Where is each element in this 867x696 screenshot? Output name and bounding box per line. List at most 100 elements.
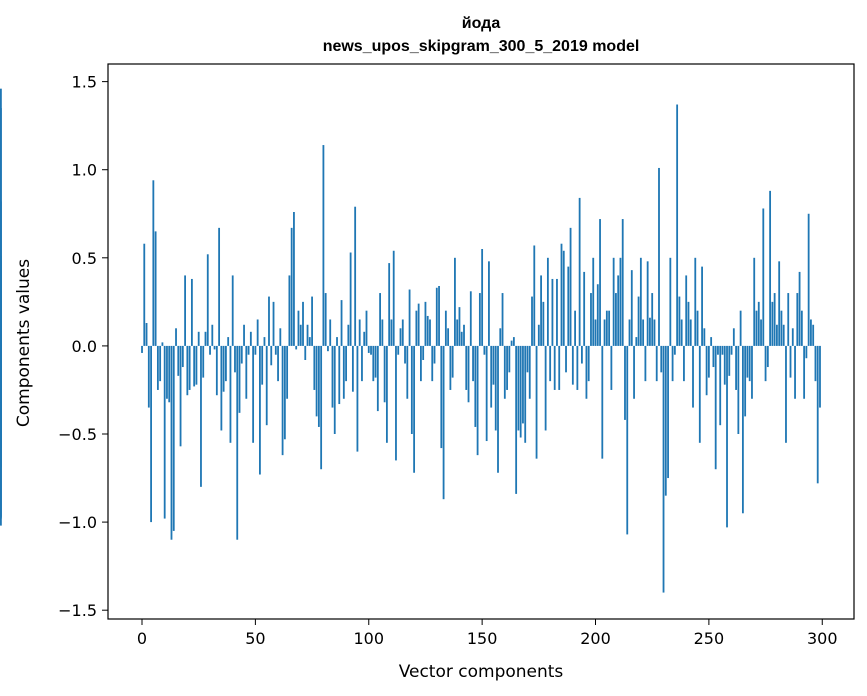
bar-172 bbox=[531, 296, 533, 346]
bar-136 bbox=[449, 345, 452, 390]
bar-100 bbox=[367, 345, 370, 353]
bar-141 bbox=[460, 331, 463, 346]
chart-title-line1: йода bbox=[462, 15, 501, 32]
bar-88 bbox=[340, 300, 343, 346]
bar-196 bbox=[585, 345, 588, 399]
bar-119 bbox=[410, 345, 413, 434]
bar-56 bbox=[268, 296, 270, 346]
bar-138 bbox=[454, 257, 456, 346]
bar-120 bbox=[413, 345, 416, 473]
bar-285 bbox=[787, 293, 790, 346]
bar-52 bbox=[259, 345, 261, 475]
bar-175 bbox=[537, 324, 540, 346]
bar-195 bbox=[583, 271, 586, 346]
bar-72 bbox=[304, 345, 307, 360]
bar-218 bbox=[635, 337, 638, 346]
bar-9 bbox=[161, 342, 164, 346]
bar-282 bbox=[780, 310, 783, 346]
bar-115 bbox=[401, 319, 404, 346]
bar-15 bbox=[175, 328, 177, 346]
bar-18 bbox=[181, 345, 184, 368]
bar-145 bbox=[469, 291, 472, 346]
bar-61 bbox=[279, 328, 282, 346]
bar-297 bbox=[814, 345, 817, 382]
bar-140 bbox=[458, 307, 461, 346]
bar-74 bbox=[308, 337, 311, 346]
bar-259 bbox=[728, 345, 731, 376]
bar-158 bbox=[499, 328, 502, 346]
bar-54 bbox=[263, 337, 266, 346]
bar-240 bbox=[685, 275, 688, 346]
bar-278 bbox=[771, 301, 774, 346]
bar-244 bbox=[694, 257, 697, 346]
bar-43 bbox=[238, 345, 241, 413]
bar-238 bbox=[680, 319, 683, 346]
y-tick-label: 0.5 bbox=[72, 249, 97, 268]
bar-185 bbox=[560, 243, 563, 346]
bar-257 bbox=[723, 345, 726, 385]
bar-27 bbox=[202, 345, 205, 378]
bar-215 bbox=[628, 319, 631, 346]
bar-291 bbox=[800, 310, 803, 346]
bar-37 bbox=[225, 345, 227, 382]
bar-226 bbox=[653, 319, 656, 346]
bar-40 bbox=[231, 275, 234, 346]
bar-130 bbox=[435, 287, 438, 346]
bar-214 bbox=[626, 345, 629, 535]
bar-184 bbox=[558, 345, 561, 390]
bar-94 bbox=[354, 206, 357, 346]
bar-133 bbox=[442, 345, 445, 500]
bar-83 bbox=[329, 319, 332, 346]
bar-231 bbox=[664, 345, 667, 496]
bar-16 bbox=[177, 345, 180, 376]
bar-65 bbox=[288, 275, 291, 346]
bar-129 bbox=[433, 345, 436, 364]
bar-131 bbox=[438, 286, 440, 346]
bar-23 bbox=[193, 345, 196, 387]
bar-47 bbox=[247, 345, 250, 355]
y-tick-label: 1.5 bbox=[72, 73, 97, 92]
bar-290 bbox=[798, 271, 801, 346]
bar-252 bbox=[712, 345, 715, 368]
bar-68 bbox=[295, 345, 298, 350]
bar-331 bbox=[0, 345, 2, 517]
bar-102 bbox=[372, 345, 375, 382]
bar-241 bbox=[687, 301, 690, 346]
bar-225 bbox=[651, 293, 654, 346]
bar-178 bbox=[544, 345, 547, 431]
bar-4 bbox=[150, 345, 152, 523]
bar-159 bbox=[501, 293, 504, 346]
bar-229 bbox=[660, 345, 663, 373]
bar-149 bbox=[478, 293, 481, 346]
y-tick-label: 0.0 bbox=[72, 337, 97, 356]
bar-121 bbox=[415, 310, 418, 346]
bar-197 bbox=[587, 345, 590, 382]
bar-243 bbox=[692, 345, 694, 408]
bar-112 bbox=[395, 345, 397, 461]
bar-128 bbox=[431, 345, 434, 382]
bar-3 bbox=[147, 345, 150, 408]
bar-114 bbox=[399, 328, 402, 346]
bar-96 bbox=[358, 319, 361, 346]
bar-92 bbox=[349, 252, 352, 346]
bar-35 bbox=[220, 345, 223, 431]
bar-286 bbox=[789, 345, 792, 378]
bar-223 bbox=[646, 261, 649, 346]
bar-254 bbox=[717, 345, 719, 355]
bar-98 bbox=[363, 331, 366, 346]
bar-21 bbox=[188, 345, 191, 390]
bar-250 bbox=[707, 345, 710, 378]
bar-236 bbox=[676, 104, 679, 346]
bar-198 bbox=[590, 293, 592, 346]
bar-107 bbox=[383, 345, 386, 403]
bar-192 bbox=[576, 345, 579, 390]
bar-246 bbox=[698, 345, 701, 443]
bar-289 bbox=[796, 293, 799, 346]
bar-294 bbox=[807, 213, 810, 346]
bar-6 bbox=[154, 231, 157, 346]
bar-313 bbox=[0, 108, 2, 346]
bar-25 bbox=[197, 331, 200, 346]
bar-135 bbox=[447, 328, 450, 346]
bar-179 bbox=[546, 257, 549, 346]
